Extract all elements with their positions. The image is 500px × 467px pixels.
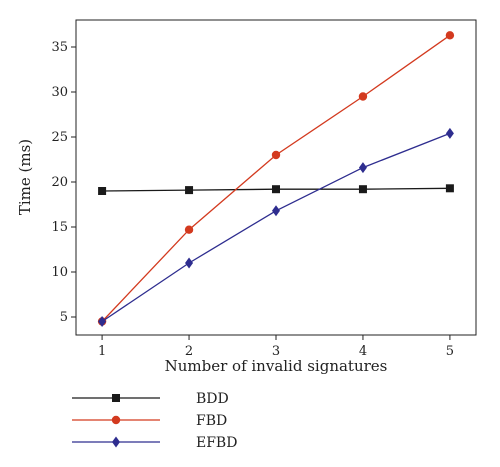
y-axis-title: Time (ms)	[16, 139, 34, 215]
data-point-fbd	[184, 225, 194, 234]
data-point-bdd	[98, 187, 107, 195]
data-point-efbd	[185, 257, 194, 269]
series-line-efbd	[101, 132, 451, 323]
y-tick-label: 5	[60, 310, 68, 325]
data-point-bdd	[445, 184, 454, 193]
legend-marker-fbd	[111, 415, 121, 425]
y-tick-label: 10	[51, 265, 68, 280]
data-point-bdd	[272, 185, 280, 194]
legend-item-efbd: EFBD	[72, 435, 237, 451]
legend-item-bdd: BDD	[72, 391, 229, 407]
x-tick-label: 4	[359, 344, 367, 359]
legend-label-bdd: BDD	[196, 391, 229, 407]
series-line-fbd	[101, 34, 451, 322]
x-tick-label: 2	[185, 344, 193, 359]
legend-item-fbd: FBD	[72, 413, 227, 429]
series-efbd	[98, 127, 454, 327]
x-axis-title: Number of invalid signatures	[165, 357, 388, 375]
legend: BDD FBD EFBD	[72, 391, 237, 451]
y-axis: 5 10 15 20 25 30 35	[51, 40, 76, 325]
data-point-fbd	[445, 31, 455, 40]
x-tick-label: 1	[98, 344, 106, 359]
data-point-bdd	[185, 186, 194, 195]
series-bdd	[98, 184, 454, 195]
series-fbd	[97, 31, 455, 326]
x-tick-label: 3	[272, 344, 280, 359]
data-point-bdd	[358, 185, 367, 194]
y-tick-label: 15	[51, 220, 68, 235]
legend-marker-efbd	[112, 436, 120, 448]
data-point-efbd	[272, 205, 280, 217]
data-point-efbd	[358, 162, 367, 174]
data-point-efbd	[445, 127, 454, 139]
y-tick-label: 30	[51, 85, 68, 100]
x-axis: 1 2 3 4 5	[98, 335, 454, 359]
plot-area	[75, 19, 477, 336]
y-tick-label: 20	[51, 175, 68, 190]
data-point-fbd	[271, 150, 281, 160]
y-tick-label: 35	[51, 40, 68, 55]
y-tick-label: 25	[51, 130, 68, 145]
data-point-efbd	[98, 316, 107, 327]
data-point-fbd	[358, 92, 368, 101]
legend-label-fbd: FBD	[196, 413, 227, 429]
series-layer	[97, 31, 455, 327]
legend-label-efbd: EFBD	[196, 435, 237, 451]
legend-marker-bdd	[112, 394, 120, 402]
x-tick-label: 5	[446, 344, 454, 359]
